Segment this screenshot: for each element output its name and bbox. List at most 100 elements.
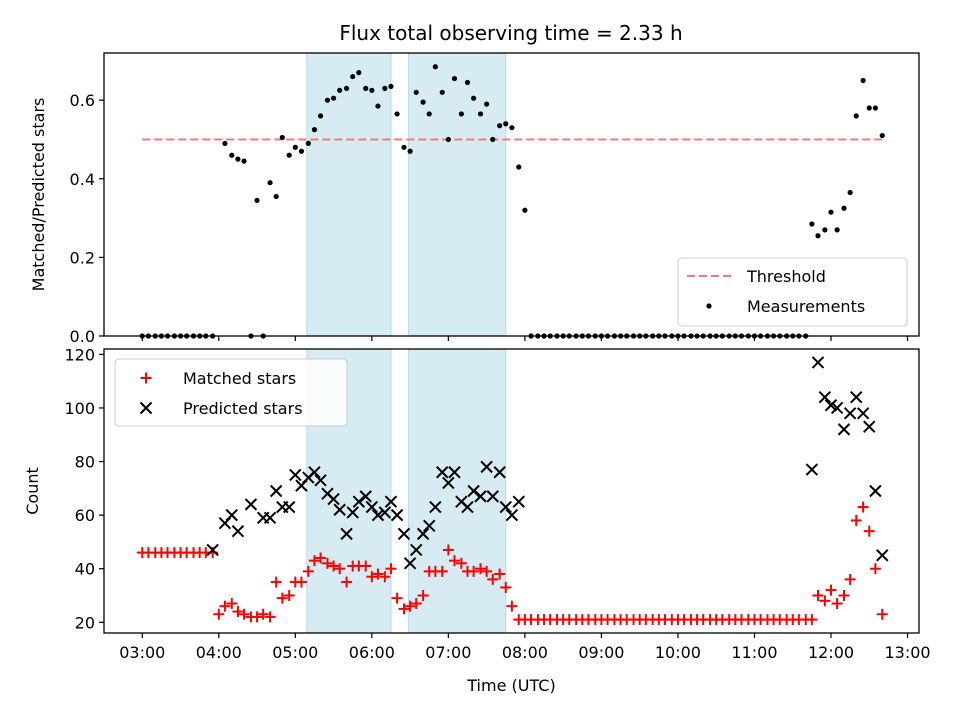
predicted-star-point — [830, 401, 844, 415]
predicted-star-point — [359, 490, 372, 503]
predicted-star-point — [263, 511, 277, 524]
matched-star-point — [448, 555, 460, 567]
ratio-legend: Threshold Measurements — [677, 257, 908, 327]
count-xtick-label: 11:00 — [731, 643, 777, 662]
predicted-star-point — [282, 500, 296, 514]
measurement-point — [317, 113, 324, 119]
measurement-point — [401, 144, 407, 150]
matched-star-point — [442, 544, 454, 556]
matched-star-point — [825, 584, 837, 596]
measurement-point — [394, 111, 400, 117]
measurement-point — [872, 105, 878, 111]
predicted-star-point — [876, 549, 889, 562]
measurement-point — [866, 105, 872, 111]
predicted-star-point — [499, 500, 512, 514]
measurement-point — [388, 83, 394, 90]
matched-star-point — [850, 514, 862, 526]
matched-star-point — [385, 563, 397, 575]
count-xtick-label: 09:00 — [578, 643, 624, 662]
legend-box — [114, 358, 348, 427]
predicted-star-point — [486, 490, 499, 503]
matched-star-point — [213, 608, 225, 620]
measurement-point — [286, 152, 292, 158]
matched-star-point — [328, 560, 340, 572]
matched-star-point — [341, 576, 353, 588]
measurement-point — [879, 132, 885, 139]
measurement-point — [464, 79, 471, 86]
predicted-star-point — [378, 506, 392, 519]
predicted-star-point — [461, 500, 474, 514]
predicted-star-point — [805, 463, 819, 476]
matched-star-point — [863, 525, 875, 537]
matched-star-point — [455, 557, 467, 569]
predicted-star-point — [863, 420, 876, 433]
measurement-point — [426, 111, 432, 117]
matched-star-point — [404, 600, 416, 612]
measurement-point — [822, 227, 828, 233]
matched-star-point — [398, 603, 410, 615]
predicted-star-point — [244, 498, 258, 511]
predicted-star-point — [397, 527, 411, 541]
predicted-star-point — [505, 508, 519, 522]
matched-star-point — [315, 552, 327, 564]
predicted-star-point — [429, 500, 442, 514]
count-xtick-label: 07:00 — [425, 643, 471, 662]
matched-star-point — [334, 563, 346, 575]
count-xtick-label: 06:00 — [349, 643, 395, 662]
measurement-point — [828, 209, 834, 215]
legend-box — [677, 257, 908, 327]
matched-star-point — [869, 563, 881, 575]
matched-star-point — [302, 565, 314, 577]
measurement-point — [292, 144, 298, 150]
predicted-star-point — [480, 460, 493, 474]
matched-star-point — [321, 557, 333, 569]
measurement-point — [420, 99, 426, 105]
matched-star-point — [806, 614, 818, 626]
measurement-point — [413, 89, 419, 95]
measurement-point — [356, 70, 362, 76]
count-ytick-label: 120 — [64, 345, 95, 364]
matched-star-point — [500, 581, 512, 593]
measurement-point — [458, 111, 464, 117]
count-shaded-interval-1 — [408, 348, 507, 634]
count-ylabel: Count — [23, 467, 42, 515]
legend-predicted-label: Predicted stars — [183, 399, 303, 418]
predicted-star-point — [512, 495, 525, 508]
matched-star-point — [831, 598, 843, 610]
count-xtick-label: 05:00 — [272, 643, 318, 662]
measurement-point — [369, 87, 375, 93]
measurement-point — [509, 125, 515, 131]
measurement-point — [382, 85, 388, 91]
measurement-point — [503, 121, 509, 127]
measurement-point — [516, 164, 522, 170]
measurement-point — [305, 140, 311, 147]
measurement-point — [522, 207, 528, 213]
count-xlabel: Time (UTC) — [466, 676, 555, 695]
matched-star-point — [379, 571, 391, 583]
count-legend: Matched stars Predicted stars — [114, 358, 348, 427]
predicted-star-point — [289, 468, 302, 482]
matched-star-point — [238, 608, 250, 620]
ratio-ytick-label: 0.2 — [70, 248, 95, 267]
measurement-point — [853, 113, 859, 119]
predicted-star-point — [206, 543, 219, 557]
measurement-point — [254, 197, 260, 203]
predicted-star-point — [850, 391, 863, 404]
measurement-point — [809, 221, 815, 227]
legend-matched-swatch — [140, 372, 152, 384]
predicted-star-point — [384, 495, 398, 508]
measurement-point — [241, 158, 247, 164]
count-xtick-label: 04:00 — [196, 643, 242, 662]
matched-star-point — [360, 560, 372, 572]
measurement-point — [235, 156, 241, 162]
predicted-star-point — [346, 506, 359, 519]
matched-star-point — [257, 608, 269, 620]
measurement-point — [363, 85, 369, 91]
measurement-point — [847, 189, 853, 196]
measurement-point — [484, 101, 490, 107]
legend-threshold-label: Threshold — [746, 267, 826, 286]
predicted-star-point — [843, 407, 857, 420]
count-ytick-label: 60 — [75, 506, 95, 525]
predicted-star-point — [352, 495, 366, 508]
measurement-point — [471, 95, 477, 101]
